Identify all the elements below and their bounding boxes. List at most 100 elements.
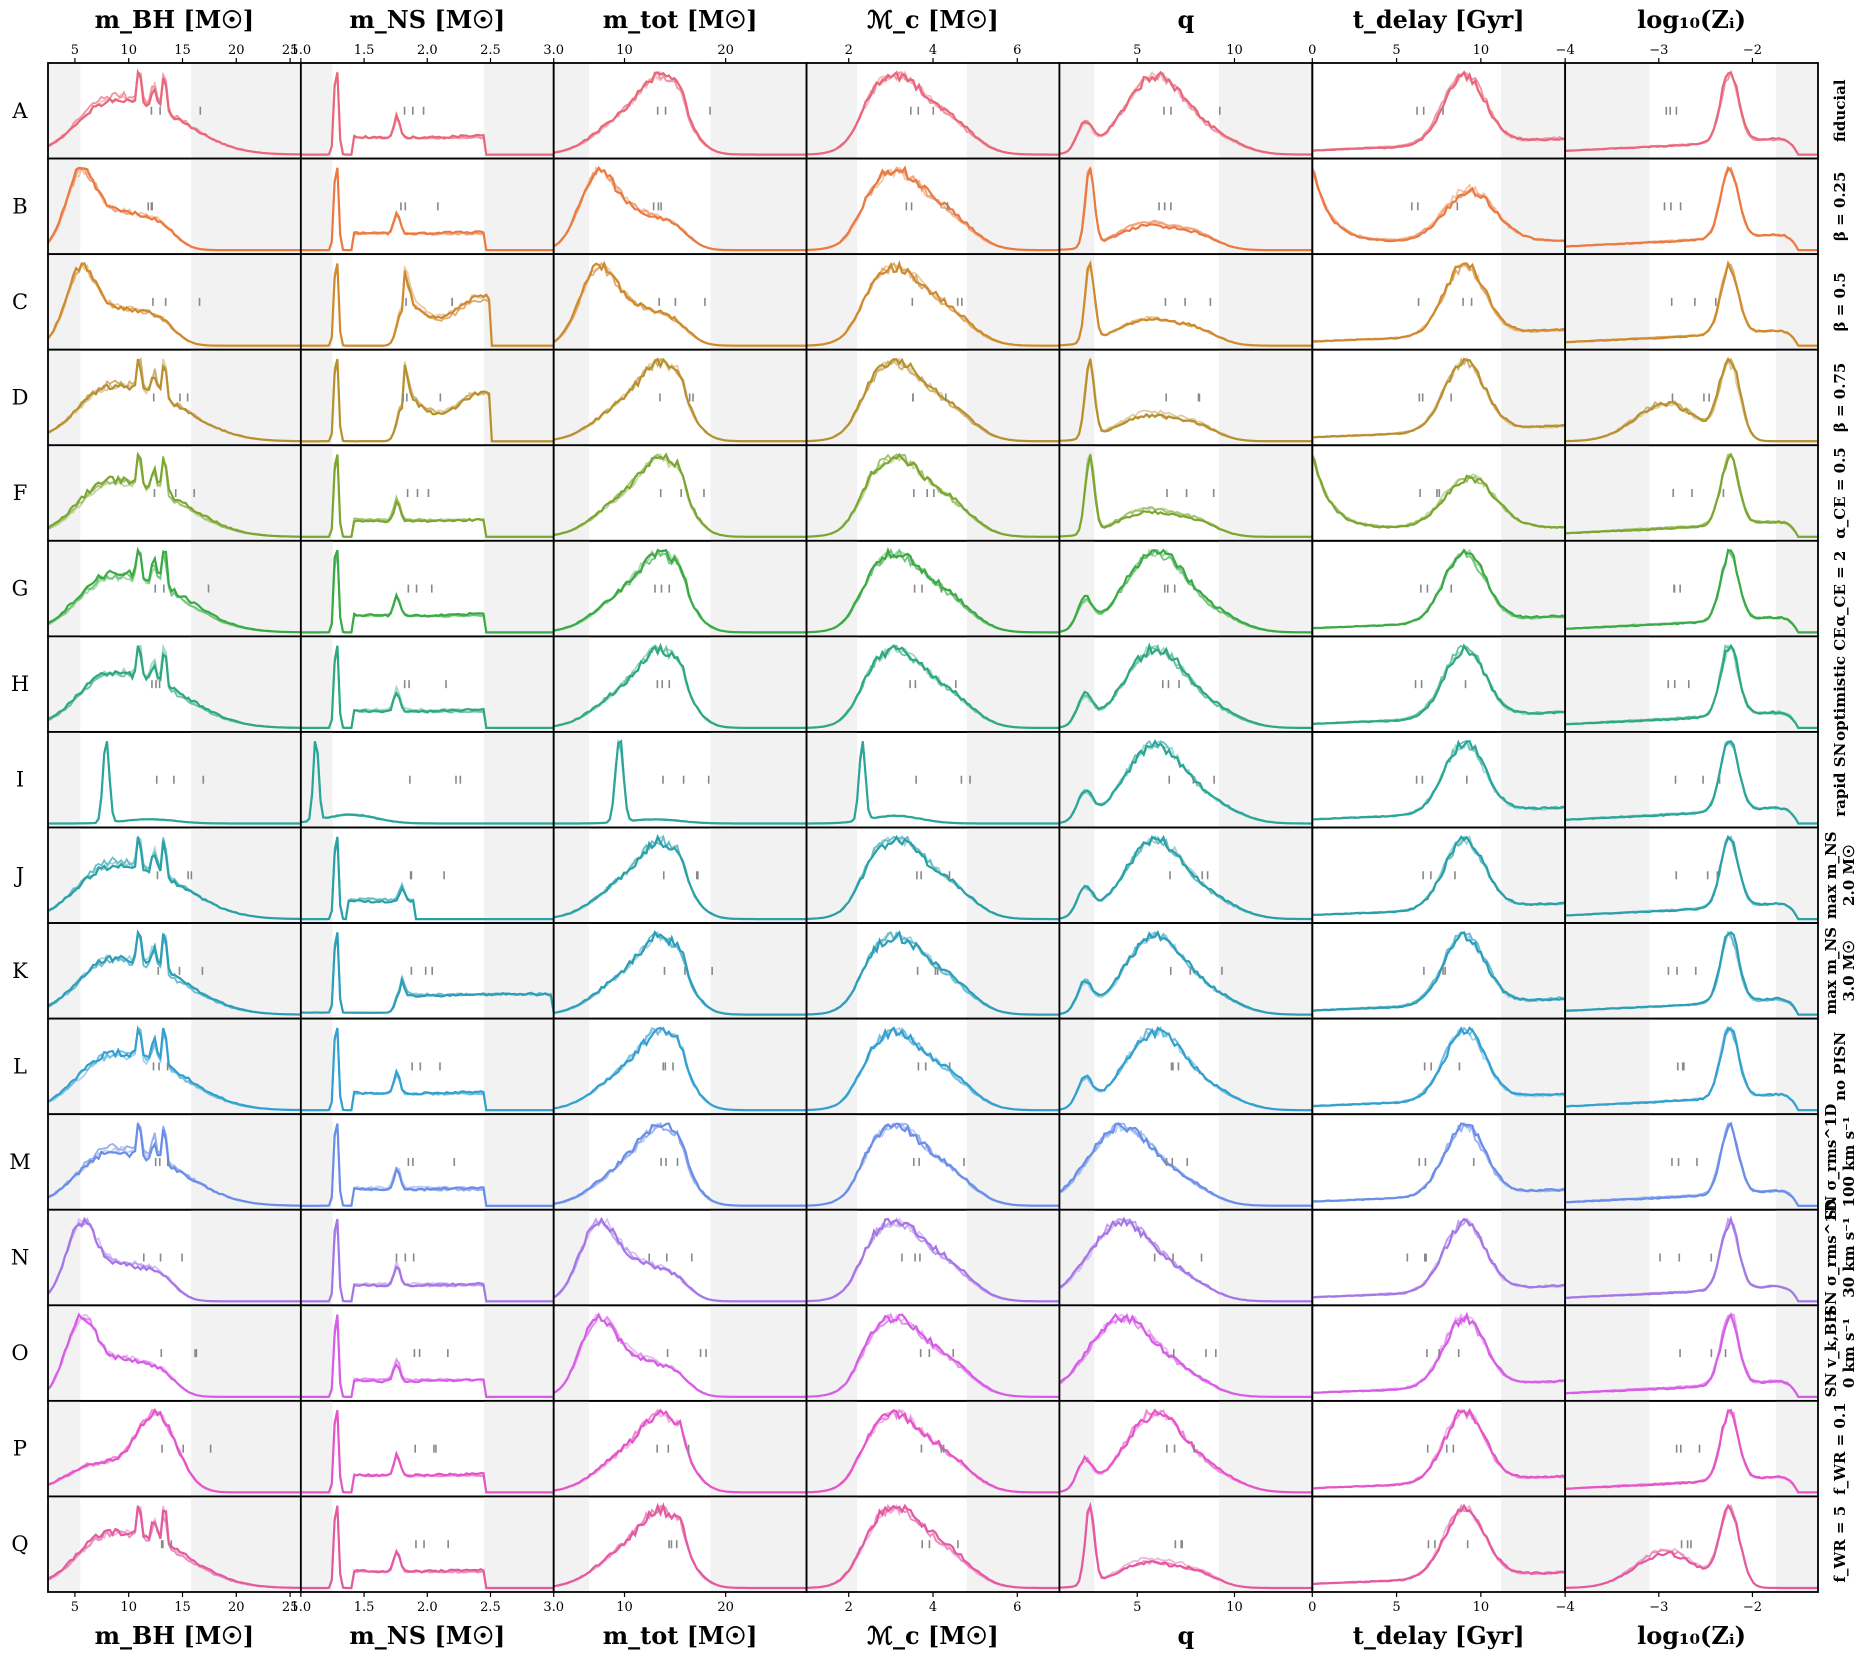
panel-F-tdelay xyxy=(1311,444,1567,542)
series-line xyxy=(553,1026,807,1112)
panel-F-logZ xyxy=(1564,444,1819,542)
tick-label: 2.0 xyxy=(417,1600,438,1615)
svg-text:SN σ_rms^1D: SN σ_rms^1D xyxy=(1822,1199,1840,1316)
shaded-region xyxy=(710,540,807,637)
variation-label: SN σ_rms^1D 30 km s⁻¹ xyxy=(1822,1199,1858,1316)
panel-H-logZ xyxy=(1564,635,1819,733)
panel-B-mBH xyxy=(47,157,302,256)
shaded-region xyxy=(484,1209,554,1306)
panel-I-mBH xyxy=(47,731,302,829)
shaded-region xyxy=(48,1400,81,1497)
shaded-region xyxy=(484,923,554,1019)
series-line xyxy=(1312,931,1566,1012)
series-line xyxy=(300,263,554,347)
series-line xyxy=(553,929,807,1016)
shaded-region xyxy=(1059,636,1095,732)
shaded-region xyxy=(1775,636,1818,732)
shaded-region xyxy=(1218,349,1313,446)
panel-F-mBH xyxy=(47,444,302,542)
series-line xyxy=(1059,259,1313,347)
panel-C-mtot xyxy=(552,253,808,351)
svg-text:β = 0.75: β = 0.75 xyxy=(1831,363,1849,433)
panel-H-mtot xyxy=(552,635,808,733)
tick-label: 25 xyxy=(282,1600,299,1615)
shaded-region xyxy=(1501,349,1566,446)
variation-label: SN v_k,BH 0 km s⁻¹ xyxy=(1822,1309,1858,1397)
tick-label: 0 xyxy=(1308,43,1316,58)
shaded-region xyxy=(1059,1400,1095,1497)
panel-J-mtot xyxy=(552,826,808,924)
series-line xyxy=(1565,1215,1818,1303)
shaded-region xyxy=(1775,1209,1818,1306)
shaded-region xyxy=(484,158,554,255)
tick-label: −2 xyxy=(1743,43,1762,58)
shaded-region xyxy=(1565,254,1650,350)
tick-label: 10 xyxy=(120,43,137,58)
shaded-region xyxy=(553,827,590,924)
panel-D-Mc xyxy=(805,348,1061,447)
panel-B-tdelay xyxy=(1311,157,1567,256)
shaded-region xyxy=(966,1114,1060,1210)
shaded-region xyxy=(553,254,590,350)
shaded-region xyxy=(553,731,590,828)
shaded-region xyxy=(1501,1305,1566,1401)
shaded-region xyxy=(191,1018,301,1115)
series-line xyxy=(806,929,1060,1016)
panel-K-logZ xyxy=(1564,922,1819,1020)
series-line xyxy=(553,165,807,252)
panel-N-mNS xyxy=(299,1208,555,1307)
series-line xyxy=(1565,834,1818,921)
shaded-region xyxy=(1775,731,1818,828)
row-label: P xyxy=(13,1437,27,1461)
shaded-region xyxy=(1218,1114,1313,1210)
series-line xyxy=(1059,70,1313,156)
panel-L-mBH xyxy=(47,1017,302,1116)
shaded-region xyxy=(1565,1114,1650,1210)
panel-A-logZ xyxy=(1564,62,1819,160)
shaded-region xyxy=(710,1114,807,1210)
tick-label: 5 xyxy=(1392,43,1400,58)
panel-O-mBH xyxy=(47,1304,302,1402)
series-line xyxy=(48,645,301,729)
series-line xyxy=(806,1409,1060,1494)
series-line xyxy=(48,929,301,1016)
series-line xyxy=(1312,1503,1566,1586)
shaded-region xyxy=(806,923,858,1019)
variation-label: max m_NS 2.0 M☉ xyxy=(1822,831,1858,919)
tick-label: 20 xyxy=(717,1600,734,1615)
panel-Q-mBH xyxy=(47,1495,302,1593)
shaded-region xyxy=(1775,827,1818,924)
shaded-region xyxy=(300,827,333,924)
shaded-region xyxy=(1565,1496,1650,1592)
svg-text:SN σ_rms^1D: SN σ_rms^1D xyxy=(1822,1104,1840,1221)
series-line xyxy=(806,741,1060,825)
panel-G-mtot xyxy=(552,539,808,638)
series-line xyxy=(1059,739,1313,825)
shaded-region xyxy=(806,254,858,350)
series-line xyxy=(300,358,554,443)
shaded-region xyxy=(553,1114,590,1210)
shaded-region xyxy=(1565,158,1650,255)
variation-label: α_CE = 2 xyxy=(1831,551,1849,627)
panel-A-Mc xyxy=(805,62,1061,160)
shaded-region xyxy=(300,1496,333,1592)
shaded-region xyxy=(1501,1114,1566,1210)
panel-C-Mc xyxy=(805,253,1061,351)
shaded-region xyxy=(1565,63,1650,159)
series-line xyxy=(1312,262,1566,343)
series-line xyxy=(48,836,301,920)
series-line xyxy=(553,1122,807,1207)
variation-label: SN σ_rms^1D 100 km s⁻¹ xyxy=(1822,1104,1858,1221)
shaded-region xyxy=(710,923,807,1019)
shaded-region xyxy=(300,1305,333,1401)
row-labels: A B C D F G H I J K L M N O P Q xyxy=(9,99,31,1556)
panel-I-tdelay xyxy=(1311,731,1567,829)
panel-M-q xyxy=(1058,1113,1314,1211)
series-line xyxy=(553,548,807,634)
panel-J-logZ xyxy=(1564,826,1819,924)
shaded-region xyxy=(1059,63,1095,159)
series-line xyxy=(48,451,301,538)
shaded-region xyxy=(191,254,301,350)
shaded-region xyxy=(300,923,333,1019)
series-line xyxy=(1565,643,1818,729)
